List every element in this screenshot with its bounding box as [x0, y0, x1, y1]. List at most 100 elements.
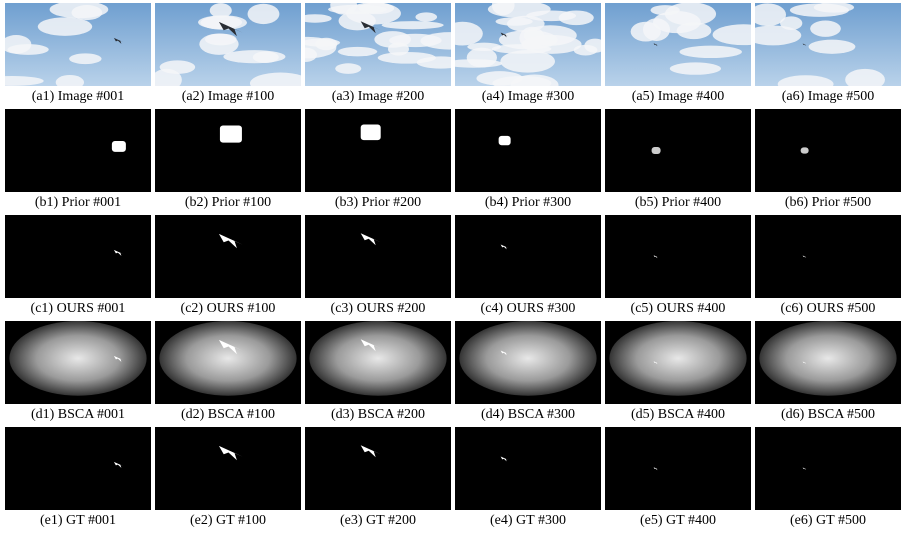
image-panel: [155, 427, 301, 510]
image-panel: [5, 109, 151, 192]
caption: (d6) BSCA #500: [781, 407, 875, 422]
prior-blob: [361, 125, 381, 141]
caption: (a1) Image #001: [32, 89, 125, 104]
caption: (b6) Prior #500: [785, 195, 871, 210]
background: [305, 215, 451, 298]
cloud: [492, 44, 552, 54]
image-panel: [5, 215, 151, 298]
saliency: [759, 321, 896, 396]
image-panel: [5, 427, 151, 510]
cloud: [670, 62, 721, 74]
caption: (d2) BSCA #100: [181, 407, 275, 422]
background: [155, 427, 301, 510]
prior-blob: [220, 125, 242, 142]
background: [305, 427, 451, 510]
image-panel: [455, 215, 601, 298]
image-panel: [605, 215, 751, 298]
cloud: [50, 1, 109, 18]
image-panel: [755, 427, 901, 510]
cloud: [814, 2, 854, 13]
image-panel: [305, 109, 451, 192]
background: [5, 427, 151, 510]
prior-blob: [801, 147, 809, 153]
saliency: [459, 321, 596, 396]
background: [155, 215, 301, 298]
image-panel: [755, 215, 901, 298]
image-panel: [5, 321, 151, 404]
background: [605, 215, 751, 298]
cloud: [38, 17, 92, 36]
image-panel: [151, 3, 310, 94]
cloud: [476, 71, 522, 85]
caption: (e4) GT #300: [490, 513, 566, 528]
image-panel: [155, 321, 301, 404]
image-panel: [305, 427, 451, 510]
background: [605, 109, 751, 192]
caption: (c4) OURS #300: [481, 301, 576, 316]
image-panel: [605, 109, 751, 192]
caption: (a4) Image #300: [482, 89, 575, 104]
caption: (c6) OURS #500: [781, 301, 876, 316]
cloud: [809, 40, 856, 54]
background: [155, 109, 301, 192]
cloud: [677, 22, 712, 39]
cloud: [574, 45, 598, 56]
caption: (d3) BSCA #200: [331, 407, 425, 422]
caption: (e3) GT #200: [340, 513, 416, 528]
background: [455, 109, 601, 192]
background: [605, 427, 751, 510]
image-panel: [305, 215, 451, 298]
image-panel: [605, 2, 774, 86]
image-panel: [442, 0, 606, 96]
prior-blob: [652, 147, 661, 154]
background: [5, 215, 151, 298]
cloud: [7, 44, 48, 55]
image-panel: [155, 215, 301, 298]
background: [755, 427, 901, 510]
cloud: [374, 31, 411, 48]
cloud: [415, 12, 437, 21]
caption: (c1) OURS #001: [31, 301, 126, 316]
cloud: [665, 2, 716, 25]
saliency: [159, 321, 296, 396]
caption: (e2) GT #100: [190, 513, 266, 528]
background: [455, 427, 601, 510]
caption: (c5) OURS #400: [631, 301, 726, 316]
caption: (a6) Image #500: [782, 89, 875, 104]
saliency: [9, 321, 146, 396]
cloud: [205, 34, 237, 46]
caption: (c2) OURS #100: [181, 301, 276, 316]
caption: (b5) Prior #400: [635, 195, 721, 210]
cloud: [302, 39, 340, 47]
cloud: [56, 75, 84, 90]
caption: (e5) GT #400: [640, 513, 716, 528]
image-panel: [455, 427, 601, 510]
cloud: [151, 69, 182, 91]
caption: (e6) GT #500: [790, 513, 866, 528]
cloud: [445, 59, 502, 67]
image-panel: [605, 321, 751, 404]
caption: (e1) GT #001: [40, 513, 116, 528]
prior-blob: [499, 136, 511, 145]
background: [5, 109, 151, 192]
image-panel: [455, 109, 601, 192]
caption: (b2) Prior #100: [185, 195, 271, 210]
cloud: [298, 14, 331, 22]
cloud: [210, 3, 232, 18]
caption: (b1) Prior #001: [35, 195, 121, 210]
cloud: [810, 20, 841, 36]
caption: (d4) BSCA #300: [481, 407, 575, 422]
image-panel: [755, 321, 901, 404]
caption: (a5) Image #400: [632, 89, 725, 104]
cloud: [69, 53, 101, 64]
caption: (b3) Prior #200: [335, 195, 421, 210]
cloud: [223, 50, 285, 63]
figure: (a1) Image #001(a2) Image #100(a3) Image…: [0, 0, 901, 539]
background: [755, 215, 901, 298]
image-panel: [280, 0, 479, 86]
cloud: [643, 18, 670, 41]
image-panel: [0, 1, 151, 90]
background: [305, 109, 451, 192]
caption: (a3) Image #200: [332, 89, 425, 104]
cloud: [335, 63, 361, 74]
